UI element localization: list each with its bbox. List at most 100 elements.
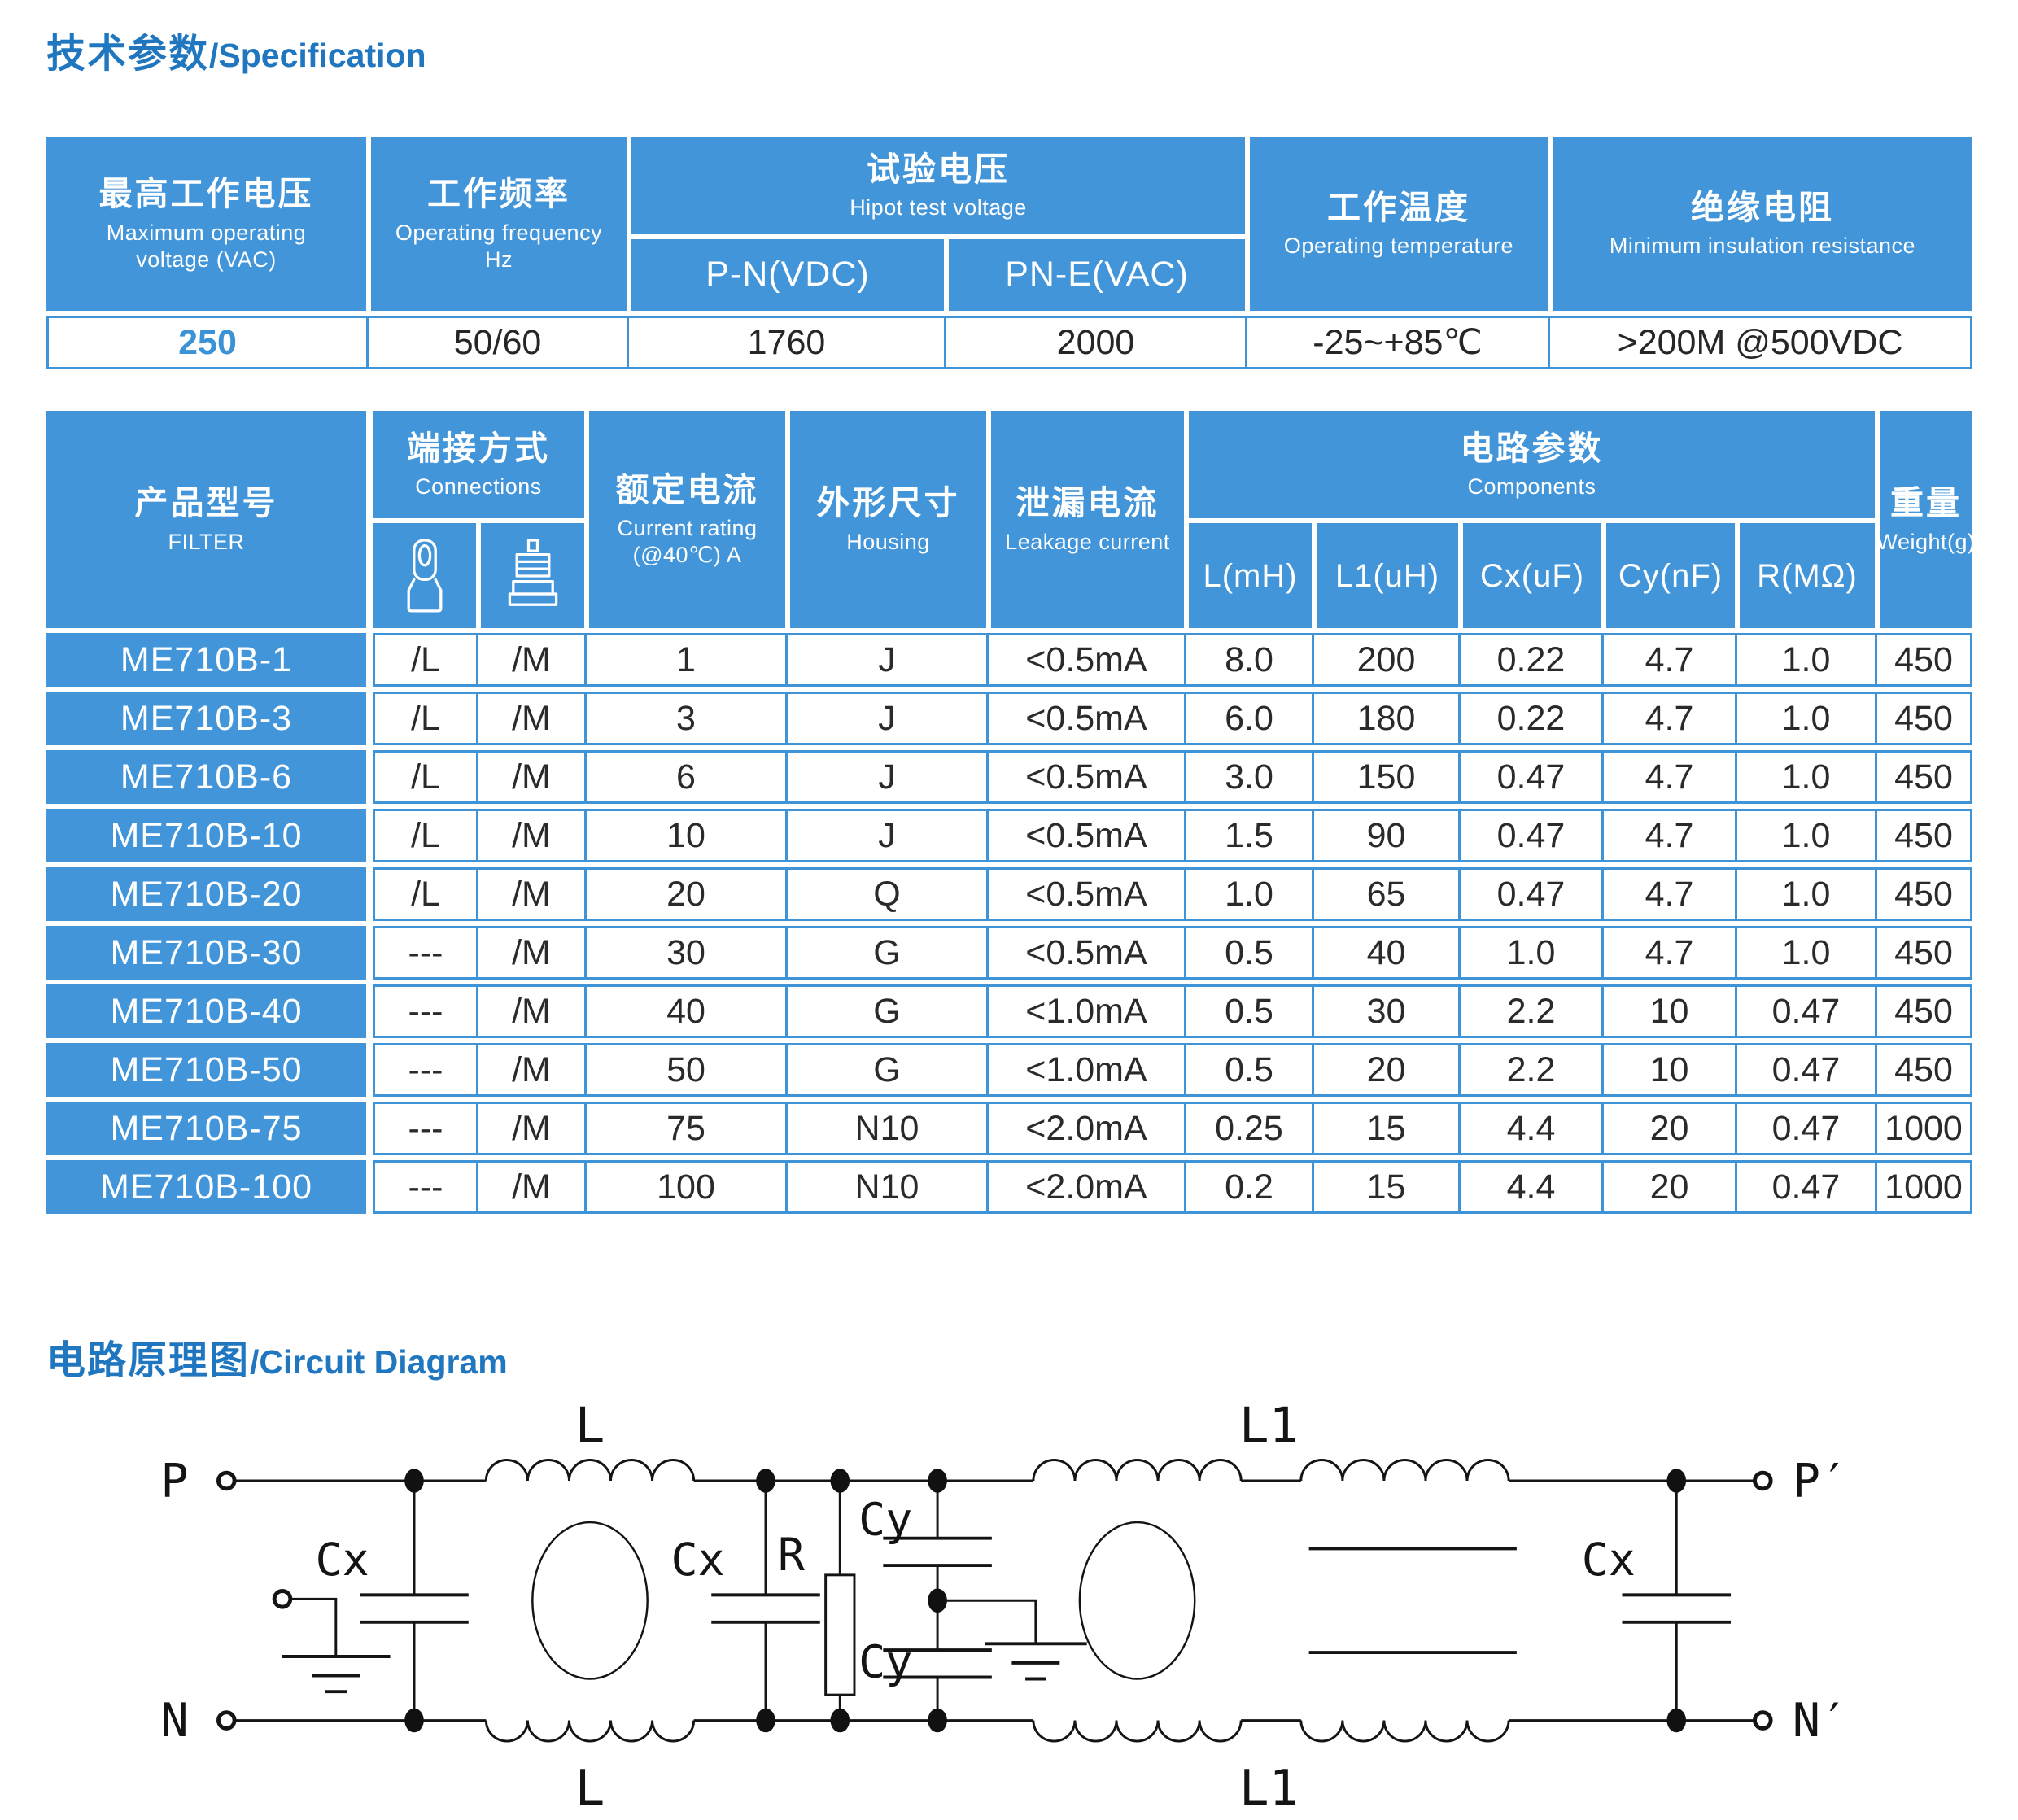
table-row: ME710B-3 /L /M 3 J <0.5mA 6.0 180 0.22 4… — [46, 692, 1972, 745]
cell-connection-l: --- — [373, 1043, 476, 1097]
cell-cy-nf: 4.7 — [1601, 750, 1735, 804]
cell-connection-m: /M — [476, 984, 584, 1038]
section-title-specification: 技术参数/Specification — [46, 21, 426, 78]
cell-cx-uf: 1.0 — [1458, 926, 1601, 980]
cell-l-mh: 3.0 — [1184, 750, 1312, 804]
header-hipot: 试验电压 Hipot test voltage — [627, 137, 1245, 234]
cell-r-mohm: 1.0 — [1735, 926, 1875, 980]
cell-cx-uf: 4.4 — [1458, 1102, 1601, 1155]
cell-l1-uh: 30 — [1312, 984, 1458, 1038]
cell-housing: G — [785, 1043, 986, 1097]
cell-current: 100 — [584, 1160, 785, 1214]
cell-housing: J — [785, 692, 986, 745]
cell-weight: 1000 — [1875, 1102, 1972, 1155]
section-title-circuit: 电路原理图/Circuit Diagram — [46, 1328, 508, 1385]
section-title-en: /Specification — [209, 37, 426, 74]
cell-current: 40 — [584, 984, 785, 1038]
cell-connection-l: /L — [373, 867, 476, 921]
cell-connection-l: --- — [373, 984, 476, 1038]
cell-cx-uf: 2.2 — [1458, 984, 1601, 1038]
cell-r-mohm: 0.47 — [1735, 1043, 1875, 1097]
inductor-l1-top-2 — [1299, 1459, 1510, 1482]
cell-l1-uh: 15 — [1312, 1102, 1458, 1155]
cell-weight: 450 — [1875, 926, 1972, 980]
header-max-voltage: 最高工作电压 Maximum operating voltage (VAC) — [46, 137, 366, 311]
cell-r-mohm: 1.0 — [1735, 809, 1875, 862]
cell-weight: 450 — [1875, 633, 1972, 687]
cell-weight: 450 — [1875, 692, 1972, 745]
model-name-cell: ME710B-75 — [46, 1102, 366, 1155]
cell-l-mh: 0.5 — [1184, 926, 1312, 980]
junction-dots — [404, 1469, 1687, 1733]
cell-current: 30 — [584, 926, 785, 980]
cell-current: 3 — [584, 692, 785, 745]
cell-housing: N10 — [785, 1102, 986, 1155]
cell-cx-uf: 0.47 — [1458, 867, 1601, 921]
terminal-p-in — [216, 1470, 237, 1491]
cell-leakage: <1.0mA — [986, 1043, 1184, 1097]
header-frequency: 工作频率 Operating frequency Hz — [366, 137, 627, 311]
header-housing: 外形尺寸 Housing — [785, 411, 986, 628]
cell-cy-nf: 4.7 — [1601, 633, 1735, 687]
cell-cy-nf: 4.7 — [1601, 867, 1735, 921]
model-table: 产品型号 FILTER 端接方式 Connections — [46, 411, 1975, 1214]
cell-weight: 1000 — [1875, 1160, 1972, 1214]
table-row: ME710B-40 --- /M 40 G <1.0mA 0.5 30 2.2 … — [46, 984, 1972, 1038]
label-n-out: N′ — [1793, 1694, 1849, 1748]
cell-connection-m: /M — [476, 1102, 584, 1155]
label-r: R — [778, 1529, 806, 1581]
cell-l-mh: 0.25 — [1184, 1102, 1312, 1155]
header-leakage: 泄漏电流 Leakage current — [986, 411, 1184, 628]
cell-housing: G — [785, 926, 986, 980]
header-insulation: 绝缘电阻 Minimum insulation resistance — [1548, 137, 1972, 311]
cell-housing: J — [785, 750, 986, 804]
cell-housing: J — [785, 633, 986, 687]
cell-connection-m: /M — [476, 1043, 584, 1097]
cell-connection-m: /M — [476, 750, 584, 804]
inductor-l1-top-1 — [1032, 1459, 1243, 1482]
terminal-p-out — [1753, 1470, 1773, 1491]
cell-cx-uf: 0.47 — [1458, 750, 1601, 804]
spade-terminal-icon — [407, 538, 442, 613]
table-row: ME710B-10 /L /M 10 J <0.5mA 1.5 90 0.47 … — [46, 809, 1972, 862]
header-pne-vac: PN-E(VAC) — [944, 239, 1245, 311]
cell-connection-l: /L — [373, 692, 476, 745]
cell-l1-uh: 65 — [1312, 867, 1458, 921]
section-title-zh: 技术参数 — [46, 33, 210, 76]
cell-leakage: <0.5mA — [986, 809, 1184, 862]
cell-connection-m: /M — [476, 692, 584, 745]
cell-connection-l: --- — [373, 926, 476, 980]
cell-r-mohm: 0.47 — [1735, 1160, 1875, 1214]
cell-cx-uf: 2.2 — [1458, 1043, 1601, 1097]
header-l-mh: L(mH) — [1184, 523, 1312, 628]
cell-housing: J — [785, 809, 986, 862]
cell-connection-m: /M — [476, 926, 584, 980]
table-row: ME710B-75 --- /M 75 N10 <2.0mA 0.25 15 4… — [46, 1102, 1972, 1155]
cell-l-mh: 0.5 — [1184, 984, 1312, 1038]
table-row: ME710B-50 --- /M 50 G <1.0mA 0.5 20 2.2 … — [46, 1043, 1972, 1097]
resistor-r — [824, 1573, 856, 1696]
table-row: ME710B-30 --- /M 30 G <0.5mA 0.5 40 1.0 … — [46, 926, 1972, 980]
spec-table-header: 最高工作电压 Maximum operating voltage (VAC) 工… — [46, 137, 1972, 311]
terminal-n-out — [1753, 1710, 1773, 1731]
cell-r-mohm: 1.0 — [1735, 867, 1875, 921]
spec-table: 最高工作电压 Maximum operating voltage (VAC) 工… — [46, 137, 1972, 369]
spec-table-values: 250 50/60 1760 2000 -25~+85℃ >200M @500V… — [46, 316, 1972, 369]
model-name-cell: ME710B-100 — [46, 1160, 366, 1214]
cell-connection-l: /L — [373, 809, 476, 862]
header-weight: 重量 Weight(g) — [1875, 411, 1975, 628]
cell-connection-l: /L — [373, 633, 476, 687]
value-pn-vdc: 1760 — [627, 318, 944, 367]
cell-l-mh: 6.0 — [1184, 692, 1312, 745]
cell-r-mohm: 1.0 — [1735, 750, 1875, 804]
header-pn-vdc: P-N(VDC) — [627, 239, 944, 311]
label-l-top: L — [575, 1397, 605, 1455]
header-cy-nf: Cy(nF) — [1601, 523, 1735, 628]
cell-current: 50 — [584, 1043, 785, 1097]
cell-cx-uf: 4.4 — [1458, 1160, 1601, 1214]
label-l1-bottom: L1 — [1239, 1760, 1299, 1817]
value-temperature: -25~+85℃ — [1245, 318, 1548, 367]
label-cy-top: Cy — [858, 1494, 912, 1546]
cell-leakage: <1.0mA — [986, 984, 1184, 1038]
cell-housing: Q — [785, 867, 986, 921]
